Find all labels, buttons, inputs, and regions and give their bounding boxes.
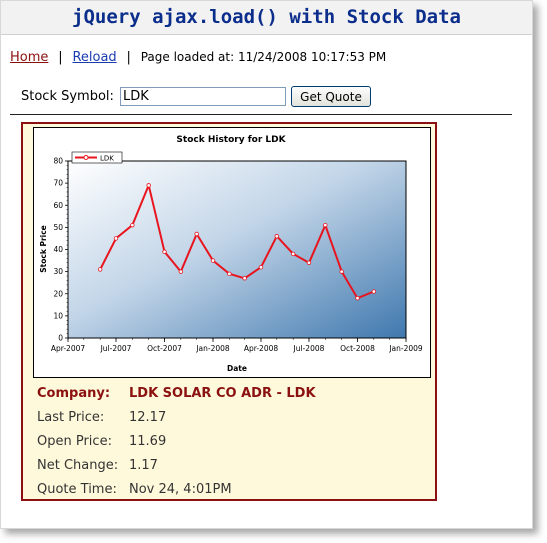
data-point (339, 269, 344, 274)
x-tick-label: Jan-2009 (388, 344, 423, 353)
data-point (97, 267, 103, 272)
data-point (306, 260, 312, 265)
x-tick-label: Jul-2007 (100, 344, 132, 353)
company-label: Company: (37, 386, 111, 401)
data-point (194, 231, 199, 237)
x-axis-label: Date (227, 364, 247, 373)
x-axis: Apr-2007 Jul-2007 Oct-2007 Jan-2008 Apr-2008… (51, 338, 423, 353)
nav-separator: | (58, 50, 63, 65)
x-tick-label: Jan-2008 (195, 344, 230, 353)
plot-area (67, 160, 407, 339)
open-price-label: Open Price: (37, 434, 112, 449)
chart-title: Stock History for LDK (176, 135, 286, 145)
page-title: jQuery ajax.load() with Stock Data (72, 6, 461, 28)
legend-label: LDK (100, 155, 114, 163)
page-loaded-text: Page loaded at: 11/24/2008 10:17:53 PM (140, 50, 387, 64)
y-tick-label: 40 (53, 245, 63, 254)
open-price-row: Open Price: 11.69 (37, 434, 166, 449)
y-tick-label: 70 (53, 179, 63, 188)
data-point (274, 234, 280, 239)
last-price-value: 12.17 (129, 410, 167, 425)
data-point (210, 258, 216, 263)
last-price-row: Last Price: 12.17 (37, 410, 166, 425)
data-point (290, 251, 296, 257)
stock-history-chart: Stock History for LDK LDK 0 10 20 30 40 50 60 7… (39, 135, 423, 373)
legend-marker (83, 155, 89, 160)
data-point (227, 271, 232, 277)
y-axis-label: Stock Price (39, 225, 48, 272)
title-bar: jQuery ajax.load() with Stock Data (1, 1, 532, 35)
home-link[interactable]: Home (10, 50, 49, 65)
x-tick-label: Oct-2008 (340, 344, 375, 353)
quote-panel: Stock History for LDK LDK 0 10 20 30 40 50 60 7… (21, 122, 437, 501)
x-tick-label: Jul-2008 (293, 344, 325, 353)
data-point (162, 249, 167, 254)
data-point (242, 276, 247, 281)
quote-time-row: Quote Time: Nov 24, 4:01PM (37, 482, 232, 497)
data-point (113, 236, 119, 241)
data-point (323, 222, 328, 228)
reload-link[interactable]: Reload (72, 50, 117, 65)
y-tick-label: 80 (53, 157, 63, 166)
y-tick-label: 30 (53, 267, 63, 276)
symbol-form: Stock Symbol: Get Quote (21, 86, 371, 107)
y-tick-label: 20 (53, 289, 63, 298)
data-point (146, 183, 151, 188)
x-tick-label: Apr-2008 (244, 344, 279, 353)
company-value: LDK SOLAR CO ADR - LDK (129, 386, 316, 401)
net-change-value: 1.17 (129, 458, 158, 473)
y-tick-label: 0 (58, 334, 63, 343)
chart-legend: LDK (71, 151, 123, 164)
get-quote-button[interactable]: Get Quote (291, 86, 371, 107)
data-point (178, 269, 184, 274)
last-price-label: Last Price: (37, 410, 105, 425)
y-axis: 0 10 20 30 40 50 60 70 80 (53, 157, 68, 343)
divider (10, 114, 512, 115)
quote-time-label: Quote Time: (37, 482, 117, 497)
x-tick-label: Apr-2007 (51, 344, 86, 353)
browser-window: jQuery ajax.load() with Stock Data Home … (0, 0, 533, 529)
company-row: Company: LDK SOLAR CO ADR - LDK (37, 386, 316, 401)
data-point (371, 289, 377, 294)
net-change-row: Net Change: 1.17 (37, 458, 158, 473)
data-point (355, 295, 360, 301)
stock-symbol-input[interactable] (120, 87, 286, 106)
stock-history-chart-frame: Stock History for LDK LDK 0 10 20 30 40 50 60 7… (33, 127, 431, 378)
open-price-value: 11.69 (129, 434, 167, 449)
x-tick-label: Oct-2007 (147, 344, 182, 353)
series-line-ldk (99, 184, 375, 300)
series-layer (97, 183, 377, 301)
quote-time-value: Nov 24, 4:01PM (129, 482, 232, 497)
stock-symbol-label: Stock Symbol: (21, 89, 114, 104)
y-tick-label: 10 (53, 311, 63, 320)
y-tick-label: 60 (53, 201, 63, 210)
y-tick-label: 50 (53, 223, 63, 232)
net-change-label: Net Change: (37, 458, 119, 473)
nav-separator: | (126, 50, 131, 65)
nav-bar: Home | Reload | Page loaded at: 11/24/20… (10, 50, 386, 65)
data-point (258, 264, 264, 270)
data-point (130, 222, 135, 228)
